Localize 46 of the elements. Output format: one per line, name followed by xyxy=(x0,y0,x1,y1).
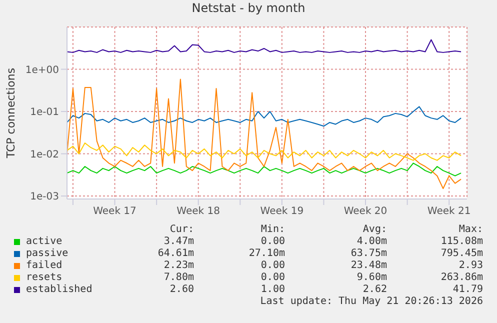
x-tick-label: Week 19 xyxy=(260,206,304,218)
text: 0.00 xyxy=(260,236,285,247)
y-tick-label: 1e-01 xyxy=(30,107,59,118)
y-tick-label: 1e+00 xyxy=(25,64,59,76)
line-series xyxy=(67,106,462,127)
legend-label: established xyxy=(26,284,92,295)
text: 2.60 xyxy=(170,284,194,295)
text: 23.48m xyxy=(350,260,387,271)
x-tick-label: Week 21 xyxy=(427,206,471,218)
text: 2.23m xyxy=(164,260,194,271)
legend-label: passive xyxy=(26,248,68,259)
text: Avg: xyxy=(362,224,387,235)
text: 7.80m xyxy=(164,272,194,283)
text: 0.00 xyxy=(260,272,285,283)
line-series xyxy=(67,39,462,53)
text: Max: xyxy=(458,224,483,235)
text: Cur: xyxy=(170,224,194,235)
y-tick-label: 1e-03 xyxy=(30,192,59,203)
line-series xyxy=(67,142,462,161)
text: 2.62 xyxy=(362,284,387,295)
x-tick-label: Week 17 xyxy=(93,206,136,218)
y-tick-label: 1e-02 xyxy=(30,149,59,160)
text: 3.47m xyxy=(164,236,194,247)
text: 4.00m xyxy=(356,236,387,247)
text: 27.10m xyxy=(248,248,285,259)
text: 115.08m xyxy=(440,236,483,247)
line-series xyxy=(67,78,462,190)
text: Last update: Thu May 21 20:26:13 2026 xyxy=(260,296,483,307)
text: 795.45m xyxy=(440,248,483,259)
text: 0.00 xyxy=(260,260,285,271)
text: 63.75m xyxy=(350,248,387,259)
text: 263.86m xyxy=(440,272,483,283)
x-tick-label: Week 20 xyxy=(344,206,388,218)
y-axis-title: TCP connections xyxy=(4,68,18,158)
text: Min: xyxy=(260,224,285,235)
chart-title: Netstat - by month xyxy=(190,1,306,15)
legend-label: failed xyxy=(26,260,62,271)
legend-label: resets xyxy=(26,272,62,283)
x-tick-label: Week 18 xyxy=(176,206,220,218)
text: 9.60m xyxy=(356,272,387,283)
text: 2.93 xyxy=(458,260,483,271)
legend-label: active xyxy=(26,236,62,247)
text: 41.79 xyxy=(452,284,483,295)
text: 64.61m xyxy=(158,248,194,259)
line-series xyxy=(67,162,462,176)
text: 1.00 xyxy=(260,284,285,295)
